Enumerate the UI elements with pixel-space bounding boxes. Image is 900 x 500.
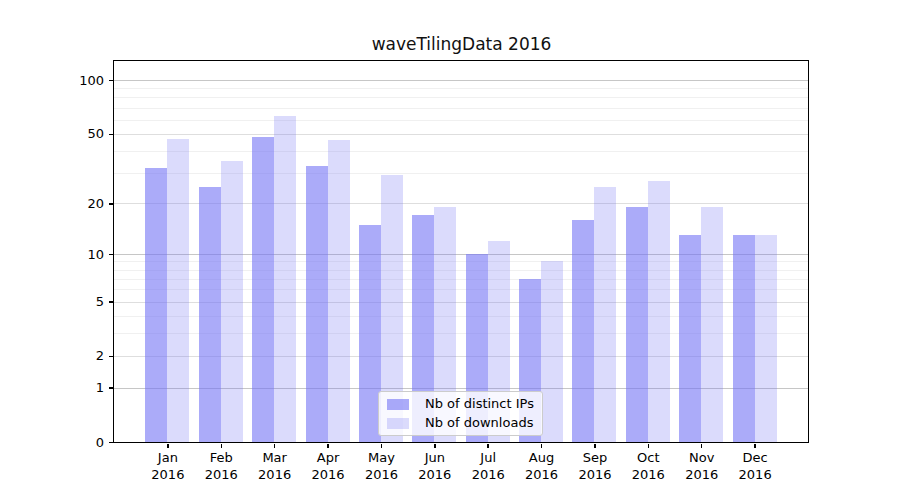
bar-downloads	[274, 116, 296, 442]
y-tick-mark	[109, 80, 113, 82]
x-tick-mark	[274, 444, 276, 448]
y-tick-label: 10	[0, 247, 104, 263]
x-tick-mark	[327, 444, 329, 448]
x-tick-mark	[381, 444, 383, 448]
y-tick-mark	[109, 254, 113, 256]
legend-swatch-icon	[387, 418, 409, 429]
bar-distinct-ips	[199, 187, 221, 442]
y-tick-mark	[109, 387, 113, 389]
y-tick-label: 0	[0, 435, 104, 451]
bar-distinct-ips	[679, 235, 701, 442]
bar-downloads	[594, 187, 616, 442]
y-tick-mark	[109, 134, 113, 136]
x-tick-mark	[541, 444, 543, 448]
bar-distinct-ips	[572, 220, 594, 442]
y-tick-mark	[109, 356, 113, 358]
bar-downloads	[648, 181, 670, 442]
legend-item: Nb of downloads	[379, 415, 542, 431]
y-tick-label: 50	[0, 126, 104, 142]
gridline	[114, 134, 808, 135]
gridline	[114, 108, 808, 109]
legend-item: Nb of distinct IPs	[379, 396, 542, 412]
y-tick-mark	[109, 203, 113, 205]
x-tick-mark	[221, 444, 223, 448]
gridline	[114, 97, 808, 98]
gridline	[114, 120, 808, 121]
plot-area: Nb of distinct IPs Nb of downloads	[113, 60, 809, 443]
gridline	[114, 173, 808, 174]
x-tick-mark	[434, 444, 436, 448]
y-tick-label: 20	[0, 196, 104, 212]
x-tick-mark	[167, 444, 169, 448]
gridline	[114, 88, 808, 89]
bar-downloads	[541, 261, 563, 442]
bar-downloads	[221, 161, 243, 442]
x-tick-mark	[487, 444, 489, 448]
y-tick-label: 1	[0, 380, 104, 396]
legend: Nb of distinct IPs Nb of downloads	[378, 391, 543, 436]
bar-downloads	[701, 207, 723, 442]
chart-title: waveTilingData 2016	[113, 34, 810, 54]
x-tick-mark	[648, 444, 650, 448]
x-tick-label: Dec 2016	[715, 449, 795, 483]
legend-label: Nb of downloads	[425, 415, 533, 431]
bar-downloads	[328, 140, 350, 442]
y-tick-label: 2	[0, 348, 104, 364]
gridline	[114, 80, 808, 81]
legend-label: Nb of distinct IPs	[425, 396, 534, 412]
x-tick-mark	[701, 444, 703, 448]
bar-distinct-ips	[306, 166, 328, 442]
bar-distinct-ips	[733, 235, 755, 442]
bar-downloads	[167, 139, 189, 442]
bar-downloads	[755, 235, 777, 442]
bar-distinct-ips	[626, 207, 648, 442]
bar-distinct-ips	[252, 137, 274, 442]
y-tick-mark	[109, 442, 113, 444]
y-tick-label: 100	[0, 73, 104, 89]
gridline	[114, 151, 808, 152]
x-tick-mark	[594, 444, 596, 448]
figure: waveTilingData 2016 Nb of distinct IPsNb…	[0, 0, 900, 500]
y-tick-label: 5	[0, 294, 104, 310]
x-tick-mark	[754, 444, 756, 448]
bar-distinct-ips	[145, 168, 167, 442]
legend-swatch-icon	[387, 399, 409, 410]
y-tick-mark	[109, 301, 113, 303]
